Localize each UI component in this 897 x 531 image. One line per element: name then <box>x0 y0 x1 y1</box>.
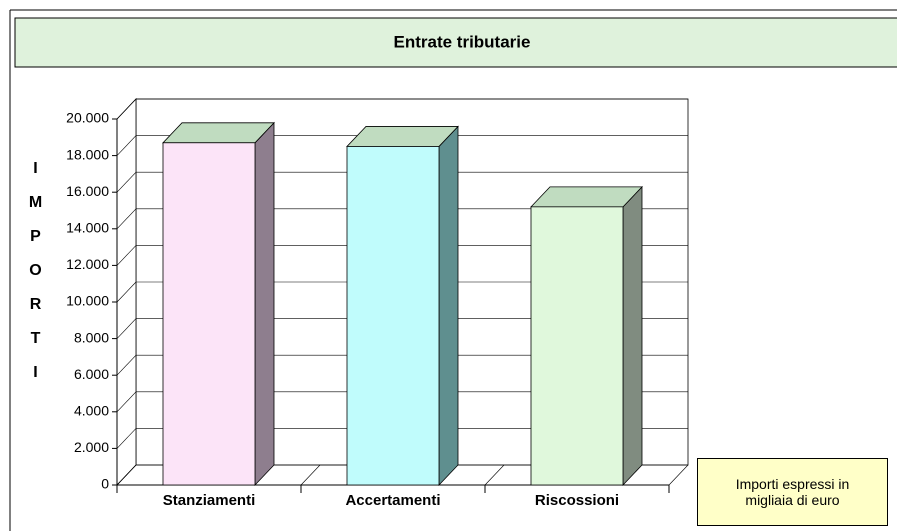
y-tick-label: 4.000 <box>74 403 109 419</box>
y-tick-label: 10.000 <box>66 293 109 309</box>
bar <box>530 206 624 486</box>
grid-line <box>116 135 137 156</box>
floor-line <box>116 464 137 486</box>
grid-line <box>116 171 137 193</box>
floor-line <box>668 464 689 486</box>
y-axis-label: IMPORTI <box>27 160 44 398</box>
grid-line <box>116 354 137 376</box>
y-tick-label: 18.000 <box>66 146 109 162</box>
floor-line <box>484 464 505 486</box>
x-tick-label: Accertamenti <box>345 492 440 509</box>
grid-line <box>116 208 137 230</box>
grid-line <box>116 391 137 413</box>
y-tick-label: 2.000 <box>74 439 109 455</box>
bar-side <box>622 185 643 487</box>
y-tick-label: 0 <box>101 476 109 492</box>
floor-line <box>300 464 321 486</box>
y-tick-label: 20.000 <box>66 110 109 126</box>
title-box <box>14 17 897 68</box>
x-tick-label: Riscossioni <box>535 492 619 509</box>
grid-line <box>116 428 137 449</box>
bar-side <box>254 121 275 487</box>
bar-top <box>162 122 275 144</box>
grid-line <box>116 245 137 266</box>
grid-line <box>116 98 137 120</box>
grid-line <box>116 318 137 339</box>
bar-side <box>438 125 459 487</box>
bar-top <box>346 126 459 147</box>
bar <box>162 142 256 486</box>
grid-line <box>116 281 137 303</box>
y-tick-label: 12.000 <box>66 256 109 272</box>
y-tick-label: 8.000 <box>74 329 109 345</box>
plot: 0 2.000 4.000 6.000 8.000 10.000 12.000 14.000 1… <box>66 97 689 509</box>
y-tick-label: 14.000 <box>66 220 109 236</box>
bar-top <box>530 186 643 208</box>
annotation: Importi espressi in migliaia di euro <box>697 458 888 526</box>
x-tick-label: Stanziamenti <box>163 492 256 509</box>
chart-title: Entrate tributarie <box>394 32 531 51</box>
y-tick-label: 6.000 <box>74 366 109 382</box>
bar <box>346 146 440 486</box>
y-tick-label: 16.000 <box>66 183 109 199</box>
